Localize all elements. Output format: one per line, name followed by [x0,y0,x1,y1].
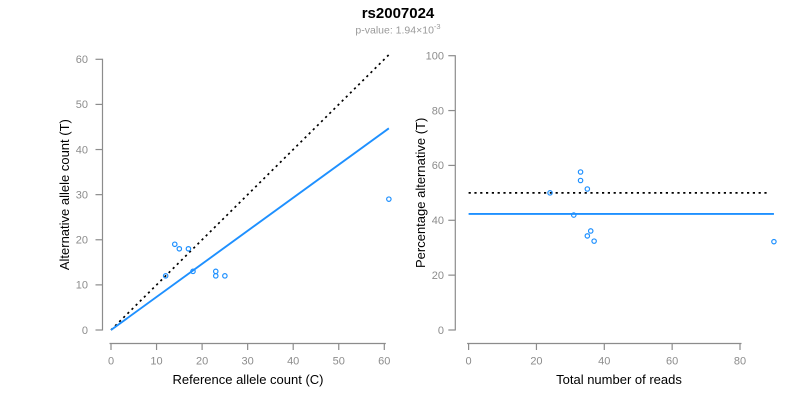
data-point [386,196,392,202]
data-point [570,212,577,218]
x-tick-label: 40 [598,356,610,368]
fit-line [110,127,390,331]
data-point [584,233,591,239]
x-axis-title: Reference allele count (C) [172,372,323,387]
x-tick-label: 50 [333,356,345,368]
data-point [176,245,183,252]
data-point [212,268,219,275]
x-tick-label: 10 [150,356,162,368]
pvalue-text: p-value: 1.94×10 [355,24,434,37]
x-tick-label: 60 [378,356,390,368]
data-point [771,238,777,245]
x-axis-title: Total number of reads [556,372,682,387]
data-point [222,273,228,279]
figure-title: rs2007024 [361,5,435,22]
y-tick-label: 0 [82,325,88,337]
data-point [185,245,192,252]
data-point [587,228,594,234]
pvalue-exponent: -3 [433,22,441,31]
y-tick-label: 10 [76,280,88,292]
figure-subtitle: p-value: 1.94×10-3 [0,22,796,37]
x-tick-label: 0 [108,356,114,368]
data-point [171,241,178,248]
data-point [212,273,219,279]
x-tick-label: 30 [242,356,254,368]
y-tick-label: 50 [76,99,88,111]
x-tick-label: 60 [666,356,678,368]
y-axis-title: Percentage alternative (T) [413,118,428,268]
data-point [591,238,597,244]
data-point [584,186,591,192]
y-tick-label: 30 [76,189,88,201]
data-point [190,268,196,275]
data-point [547,190,553,196]
data-point [577,169,584,175]
y-tick-label: 20 [432,270,444,282]
x-tick-label: 0 [466,356,472,368]
y-axis-title: Alternative allele count (T) [57,119,72,270]
x-tick-label: 80 [734,356,746,368]
y-tick-label: 100 [426,51,444,63]
y-tick-label: 60 [432,160,444,172]
x-tick-label: 40 [287,356,299,368]
x-tick-label: 20 [530,356,542,368]
data-point [162,273,169,279]
x-tick-label: 20 [196,356,208,368]
y-tick-label: 0 [438,325,444,337]
y-tick-label: 60 [76,54,88,66]
y-tick-label: 40 [432,215,444,227]
y-tick-label: 80 [432,105,444,117]
identity-line [110,54,390,331]
data-point [577,177,584,184]
y-tick-label: 40 [76,144,88,156]
y-tick-label: 20 [76,235,88,247]
